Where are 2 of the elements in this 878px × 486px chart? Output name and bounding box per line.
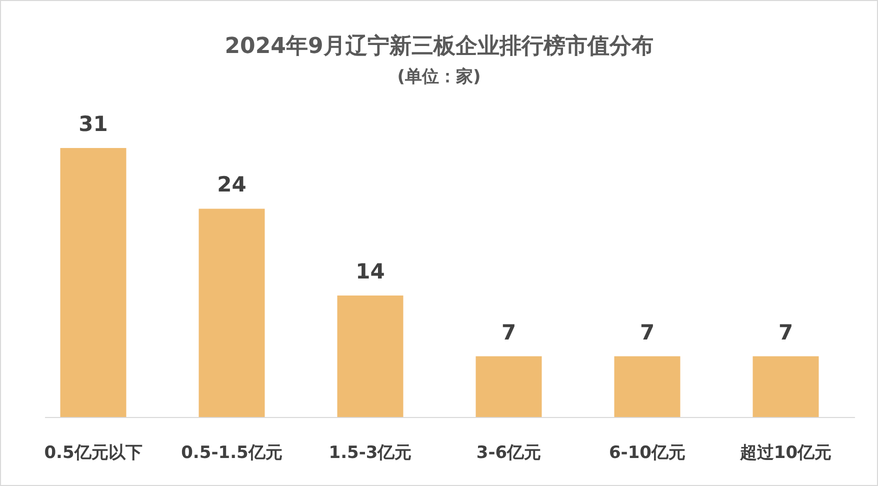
subtitle: (单位：家)	[397, 67, 481, 87]
title: 2024年9月辽宁新三板企业排行榜市值分布	[224, 34, 654, 59]
